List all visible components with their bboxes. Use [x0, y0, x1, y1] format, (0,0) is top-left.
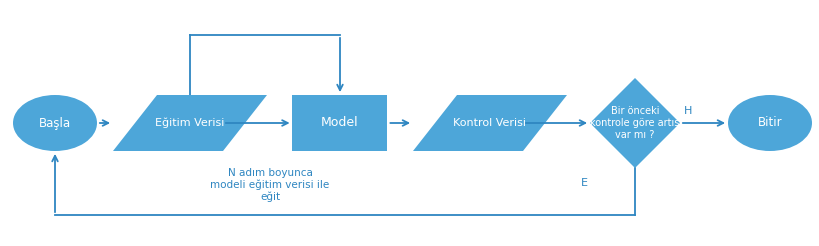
Polygon shape [590, 78, 679, 168]
Text: Kontrol Verisi: Kontrol Verisi [453, 118, 526, 128]
Ellipse shape [13, 95, 97, 151]
Text: Model: Model [321, 117, 359, 129]
Polygon shape [113, 95, 267, 151]
Text: Eğitim Verisi: Eğitim Verisi [155, 118, 224, 128]
Ellipse shape [727, 95, 811, 151]
Text: Başla: Başla [38, 117, 71, 129]
Polygon shape [413, 95, 566, 151]
Text: N adım boyunca
modeli eğitim verisi ile
eğit: N adım boyunca modeli eğitim verisi ile … [210, 168, 329, 202]
Text: Bitir: Bitir [757, 117, 781, 129]
Text: Bir önceki
kontrole göre artış
var mı ?: Bir önceki kontrole göre artış var mı ? [590, 107, 679, 139]
Bar [292, 95, 387, 151]
Text: H: H [683, 106, 691, 116]
Text: E: E [580, 178, 586, 188]
